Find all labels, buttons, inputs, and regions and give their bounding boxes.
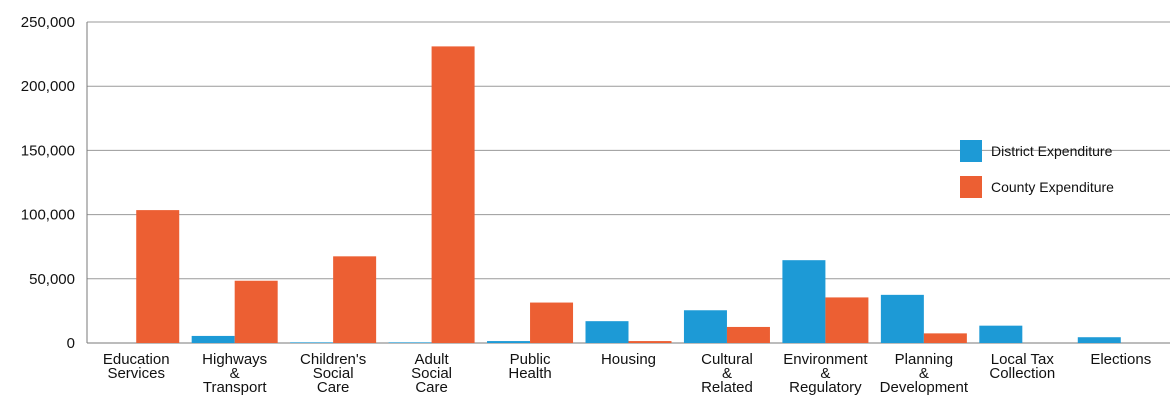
y-tick-label: 100,000: [21, 207, 75, 224]
x-category-label: Environment & Regulatory: [783, 351, 868, 396]
bar-district: [191, 335, 235, 343]
x-category-label: Education Services: [103, 351, 170, 382]
bar-county: [726, 326, 770, 343]
y-tick-label: 150,000: [21, 142, 75, 159]
bar-county: [234, 280, 278, 343]
bar-county: [136, 210, 180, 343]
y-axis-tick-labels: 0 50,000 100,000 150,000 200,000 250,000: [21, 14, 75, 352]
x-category-label: Adult Social Care: [411, 351, 452, 396]
y-tick-label: 250,000: [21, 14, 75, 31]
bar-county: [530, 302, 574, 343]
y-tick-label: 200,000: [21, 78, 75, 95]
x-category-label: Local Tax Collection: [989, 351, 1055, 382]
bar-county: [431, 46, 475, 344]
legend-swatch: [960, 140, 982, 162]
bar-district: [1077, 337, 1121, 343]
bar-county: [923, 333, 967, 343]
x-category-label: Housing: [601, 351, 656, 368]
legend-label: District Expenditure: [991, 143, 1113, 159]
bar-district: [979, 325, 1023, 343]
legend: District Expenditure County Expenditure: [960, 140, 1114, 198]
x-axis-category-labels: Education Services Highways & Transport Child…: [103, 351, 1151, 396]
x-category-label: Public Health: [508, 351, 551, 382]
x-category-label: Planning & Development: [880, 351, 969, 396]
bar-district: [487, 341, 531, 343]
legend-swatch: [960, 176, 982, 198]
bar-county: [333, 256, 377, 343]
bar-district: [782, 260, 826, 343]
bars: [136, 46, 1121, 344]
bar-district: [388, 342, 432, 343]
bar-county: [628, 341, 672, 343]
bar-district: [585, 321, 629, 343]
x-category-label: Elections: [1090, 351, 1151, 368]
bar-district: [683, 310, 727, 343]
y-tick-label: 50,000: [29, 271, 75, 288]
bar-county: [825, 297, 869, 343]
legend-label: County Expenditure: [991, 179, 1114, 195]
bar-district: [290, 342, 334, 343]
y-tick-label: 0: [67, 335, 75, 352]
x-category-label: Cultural & Related: [701, 351, 753, 396]
bar-district: [880, 294, 924, 343]
x-category-label: Highways & Transport: [202, 351, 267, 396]
x-category-label: Children's Social Care: [300, 351, 366, 396]
